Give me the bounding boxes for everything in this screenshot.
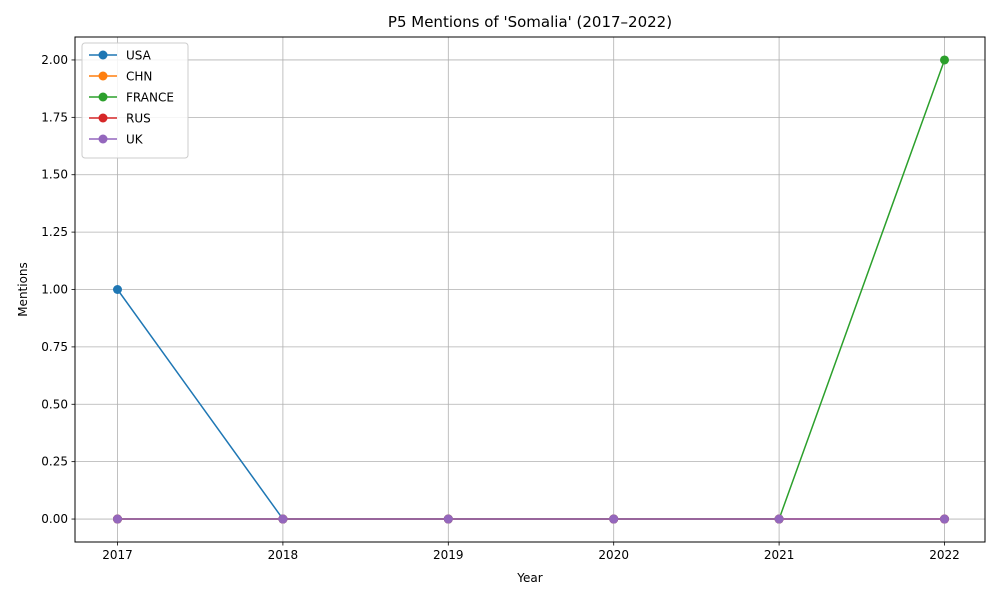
- x-tick-label: 2021: [764, 548, 795, 562]
- legend-item-chn: CHN: [89, 70, 152, 84]
- y-tick-label: 1.25: [41, 225, 68, 239]
- y-tick-label: 0.50: [41, 397, 68, 411]
- legend-label: RUS: [126, 112, 151, 126]
- legend-label: UK: [126, 133, 144, 147]
- legend-label: USA: [126, 49, 152, 63]
- data-point-uk: [443, 514, 453, 524]
- legend-marker: [98, 113, 108, 123]
- data-point-uk: [113, 514, 122, 524]
- x-axis-label: Year: [516, 571, 542, 585]
- legend-label: FRANCE: [126, 91, 174, 105]
- legend-item-rus: RUS: [89, 112, 151, 126]
- data-point-usa: [113, 285, 122, 294]
- data-point-uk: [609, 514, 619, 524]
- x-axis: 2017 2018 2019 2020 2021 2022: [102, 542, 960, 562]
- y-tick-label: 1.50: [41, 168, 68, 182]
- data-point-uk: [774, 514, 784, 524]
- legend-marker: [98, 71, 108, 81]
- y-tick-label: 0.75: [41, 340, 68, 354]
- legend-item-france: FRANCE: [89, 91, 174, 105]
- legend-marker: [98, 92, 108, 102]
- x-tick-label: 2022: [929, 548, 960, 562]
- legend-marker: [98, 134, 108, 144]
- legend-box: [81, 42, 189, 159]
- data-point-uk: [278, 514, 288, 524]
- legend-label: CHN: [126, 70, 152, 84]
- y-tick-label: 1.75: [41, 110, 68, 124]
- chart-title: P5 Mentions of 'Somalia' (2017–2022): [388, 13, 672, 31]
- series-lines: [113, 55, 949, 524]
- x-tick-label: 2018: [268, 548, 299, 562]
- legend-marker: [98, 50, 108, 60]
- legend: USA CHN FRANCE RUS UK: [81, 42, 189, 159]
- grid-lines: [75, 37, 985, 542]
- y-axis: 0.00 0.25 0.50 0.75 1.00 1.25 1.50 1.75 2.00: [41, 53, 75, 526]
- y-tick-label: 0.25: [41, 455, 68, 469]
- legend-item-usa: USA: [89, 49, 152, 63]
- data-point-france: [940, 55, 949, 65]
- x-tick-label: 2017: [102, 548, 133, 562]
- y-tick-label: 1.00: [41, 283, 68, 297]
- legend-item-uk: UK: [89, 133, 144, 147]
- data-point-uk: [940, 514, 949, 524]
- y-tick-label: 2.00: [41, 53, 68, 67]
- y-tick-label: 0.00: [41, 512, 68, 526]
- y-axis-label: Mentions: [16, 262, 30, 317]
- x-tick-label: 2019: [433, 548, 464, 562]
- series-uk: [113, 514, 949, 524]
- x-tick-label: 2020: [598, 548, 629, 562]
